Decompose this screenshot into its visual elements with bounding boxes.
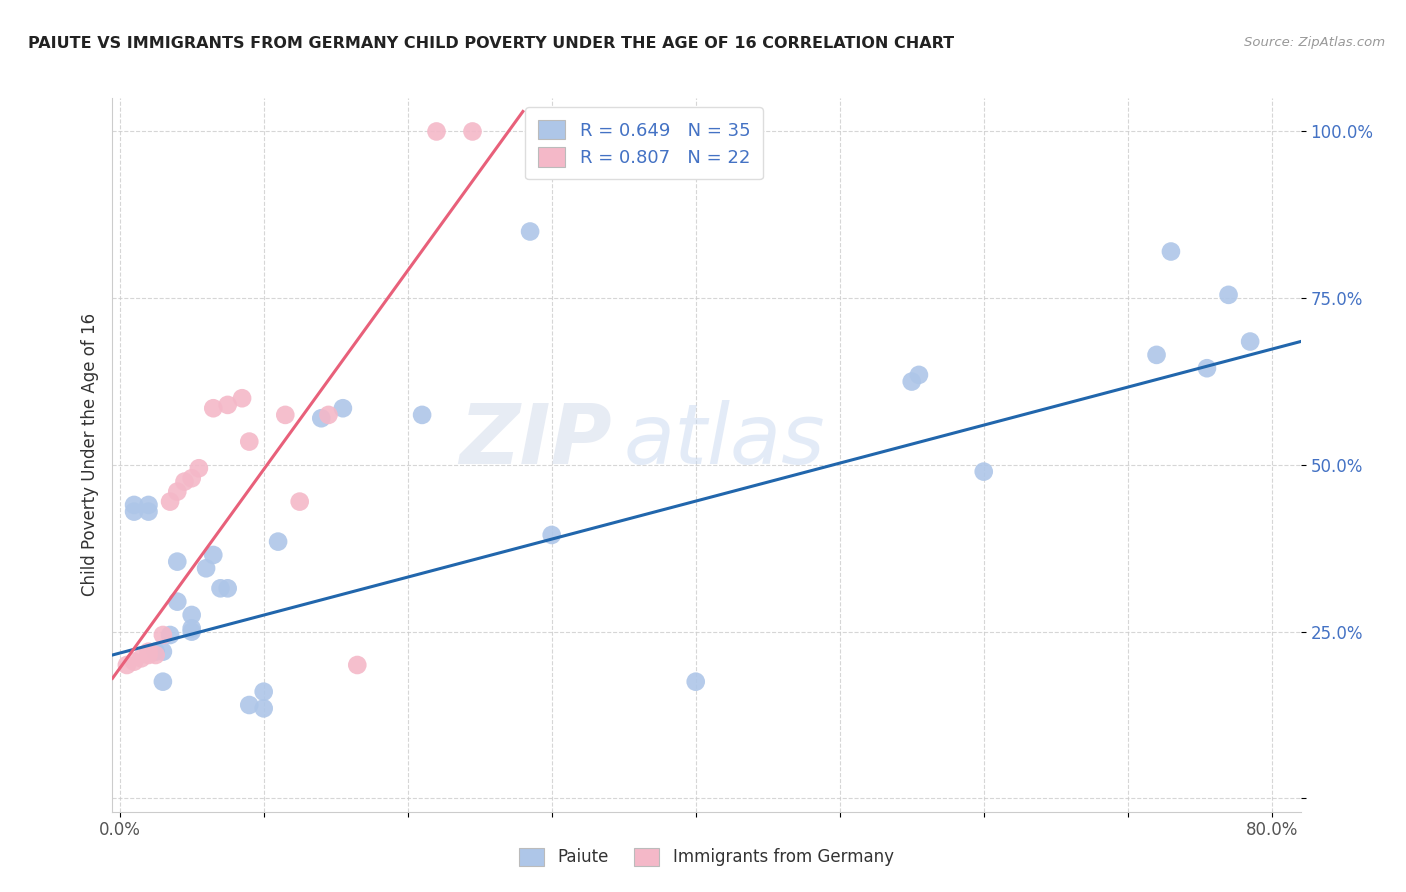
Point xyxy=(129,651,152,665)
Point xyxy=(145,648,167,662)
Point xyxy=(202,548,225,562)
Point xyxy=(145,645,167,659)
Point xyxy=(152,628,174,642)
Point xyxy=(195,561,218,575)
Point xyxy=(540,528,562,542)
Point xyxy=(217,582,239,596)
Point xyxy=(187,461,209,475)
Point xyxy=(318,408,340,422)
Point xyxy=(115,658,138,673)
Point xyxy=(238,434,260,449)
Text: ZIP: ZIP xyxy=(458,401,612,481)
Point xyxy=(1195,361,1218,376)
Point xyxy=(152,674,174,689)
Point xyxy=(425,124,447,138)
Point xyxy=(180,607,202,622)
Point xyxy=(122,655,145,669)
Point xyxy=(180,624,202,639)
Point xyxy=(122,498,145,512)
Point xyxy=(138,498,160,512)
Point xyxy=(138,645,160,659)
Point xyxy=(166,555,188,569)
Point xyxy=(346,658,368,673)
Point xyxy=(411,408,433,422)
Point xyxy=(288,494,311,508)
Text: PAIUTE VS IMMIGRANTS FROM GERMANY CHILD POVERTY UNDER THE AGE OF 16 CORRELATION : PAIUTE VS IMMIGRANTS FROM GERMANY CHILD … xyxy=(28,36,955,51)
Point xyxy=(159,628,181,642)
Point xyxy=(908,368,931,382)
Point xyxy=(267,534,290,549)
Point xyxy=(231,391,253,405)
Point xyxy=(180,471,202,485)
Point xyxy=(209,582,232,596)
Text: atlas: atlas xyxy=(623,401,825,481)
Point xyxy=(122,505,145,519)
Point xyxy=(900,375,922,389)
Point xyxy=(217,398,239,412)
Point xyxy=(180,621,202,635)
Point xyxy=(253,701,276,715)
Point xyxy=(311,411,333,425)
Point xyxy=(332,401,354,416)
Point xyxy=(1218,288,1240,302)
Point xyxy=(166,594,188,608)
Point xyxy=(1239,334,1261,349)
Point xyxy=(166,484,188,499)
Y-axis label: Child Poverty Under the Age of 16: Child Poverty Under the Age of 16 xyxy=(80,313,98,597)
Legend: Paiute, Immigrants from Germany: Paiute, Immigrants from Germany xyxy=(512,839,901,875)
Point xyxy=(138,505,160,519)
Text: Source: ZipAtlas.com: Source: ZipAtlas.com xyxy=(1244,36,1385,49)
Point xyxy=(1160,244,1182,259)
Point xyxy=(461,124,484,138)
Point xyxy=(253,684,276,698)
Point xyxy=(202,401,225,416)
Point xyxy=(159,494,181,508)
Point xyxy=(173,475,195,489)
Point xyxy=(1146,348,1168,362)
Point xyxy=(238,698,260,712)
Point xyxy=(274,408,297,422)
Point xyxy=(685,674,707,689)
Point xyxy=(138,648,160,662)
Point xyxy=(152,645,174,659)
Point xyxy=(973,465,995,479)
Point xyxy=(519,225,541,239)
